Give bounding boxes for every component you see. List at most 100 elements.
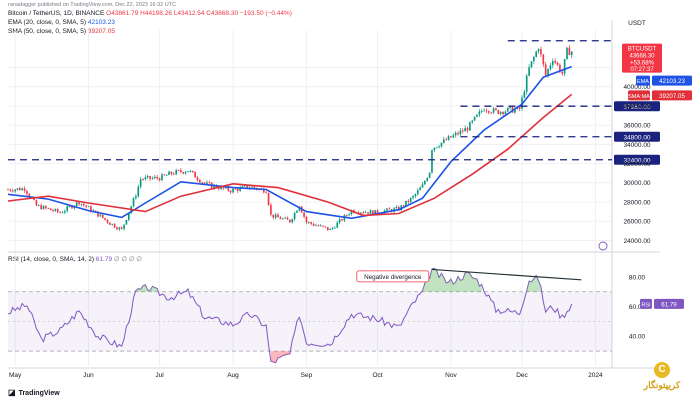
ema-label: EMA (20, close, 0, SMA, 5)	[8, 19, 87, 26]
candle-body	[310, 222, 313, 224]
publish-credit: ranadagger published on TradingView.com,…	[8, 2, 177, 8]
candle-body	[367, 212, 369, 214]
candle-body	[137, 186, 140, 197]
candle-body	[94, 210, 97, 212]
candle-body	[199, 179, 201, 183]
candle-body	[123, 224, 125, 229]
candle-body	[52, 210, 54, 211]
candle-body	[568, 47, 571, 56]
candle-body	[47, 208, 50, 209]
candle-body	[504, 111, 507, 115]
candle-body	[485, 110, 488, 112]
sma-legend[interactable]: SMA (50, close, 0, SMA, 5) 39207.05	[8, 28, 115, 35]
candle-body	[424, 181, 426, 185]
candle-body	[80, 203, 83, 205]
candle-body	[442, 139, 445, 143]
candle-body	[547, 69, 549, 76]
rsi-y-tick-label: 40.00	[629, 334, 646, 341]
candle-body	[277, 214, 279, 218]
ema-tag-name-bg	[636, 75, 650, 86]
candle-body	[253, 186, 256, 188]
btc-price-tag-bg	[622, 43, 662, 73]
y-tick-label: 32000.00	[623, 161, 650, 168]
candle-body	[213, 185, 215, 188]
candle-body	[120, 227, 123, 229]
candle-body	[471, 120, 474, 123]
candle-body	[533, 56, 535, 62]
candle-body	[142, 179, 144, 180]
sma50-line	[7, 93, 573, 217]
candle-body	[459, 130, 462, 135]
candle-body	[90, 206, 92, 212]
ema-legend[interactable]: EMA (20, close, 0, SMA, 5) 42103.23	[8, 19, 115, 26]
y-tick-label: 30000.00	[623, 180, 650, 187]
candle-body	[386, 208, 388, 211]
candle-body	[348, 214, 350, 216]
candle-body	[559, 64, 561, 72]
rsi-placeholders: ∅ ∅ ∅ ∅	[113, 256, 142, 263]
candle-body	[497, 110, 500, 114]
candle-body	[37, 205, 40, 207]
candle-body	[99, 214, 102, 217]
candle-body	[324, 226, 327, 228]
candle-body	[419, 187, 421, 191]
candle-body	[409, 197, 412, 202]
candle-body	[293, 212, 296, 220]
rsi-legend[interactable]: RSI (14, close, 0, SMA, 14, 2) 61.79 ∅ ∅…	[8, 255, 142, 263]
rsi-tag-name: RSI	[641, 302, 651, 308]
candle-body	[132, 198, 135, 207]
y-tick-label: 28000.00	[623, 199, 650, 206]
candle-body	[206, 182, 208, 184]
candle-body	[40, 205, 42, 210]
candle-body	[85, 205, 87, 207]
candle-body	[144, 177, 147, 180]
ema-value: 42103.23	[87, 19, 115, 26]
candle-body	[232, 188, 234, 193]
candle-body	[326, 227, 329, 231]
rsi-overbought-fill	[526, 275, 541, 292]
candle-body	[535, 51, 538, 57]
rsi-tag-bg	[654, 298, 684, 309]
candle-body	[23, 188, 26, 191]
candle-body	[307, 222, 310, 223]
candle-body	[234, 188, 237, 190]
tradingview-logo-icon: ◪	[8, 388, 16, 397]
candle-body	[161, 174, 163, 181]
candle-body	[341, 219, 343, 221]
candle-body	[111, 223, 114, 225]
x-tick-label: Nov	[445, 372, 457, 379]
rsi-overbought-fill	[185, 288, 189, 292]
symbol-title: Bitcoin / TetherUS, 1D, BINANCE	[8, 10, 105, 17]
candle-body	[9, 189, 12, 191]
candle-body	[412, 196, 414, 198]
candle-body	[49, 208, 52, 211]
candle-body	[239, 187, 241, 191]
candle-body	[445, 139, 448, 141]
candle-body	[566, 47, 568, 60]
candle-body	[177, 170, 180, 171]
candle-body	[180, 170, 182, 173]
candle-body	[33, 198, 35, 201]
candle-body	[514, 108, 516, 113]
candle-body	[194, 172, 196, 178]
candle-body	[64, 210, 66, 213]
candle-body	[371, 210, 374, 215]
candle-body	[506, 107, 509, 112]
candle-body	[551, 60, 554, 66]
btc-countdown-tag: 07:27:37	[630, 67, 654, 73]
candle-body	[75, 202, 78, 207]
tradingview-footer[interactable]: ◪ TradingView	[8, 388, 60, 397]
candle-body	[447, 136, 450, 141]
candle-body	[388, 208, 391, 210]
candle-body	[66, 206, 69, 211]
candle-body	[315, 225, 317, 227]
ema-tag-bg	[652, 75, 692, 86]
candle-body	[116, 227, 118, 230]
candle-body	[125, 219, 128, 225]
rsi-overbought-fill	[422, 268, 482, 292]
candle-body	[376, 210, 379, 214]
candle-body	[113, 223, 116, 228]
candle-body	[158, 178, 161, 181]
x-tick-label: Jun	[83, 372, 94, 379]
